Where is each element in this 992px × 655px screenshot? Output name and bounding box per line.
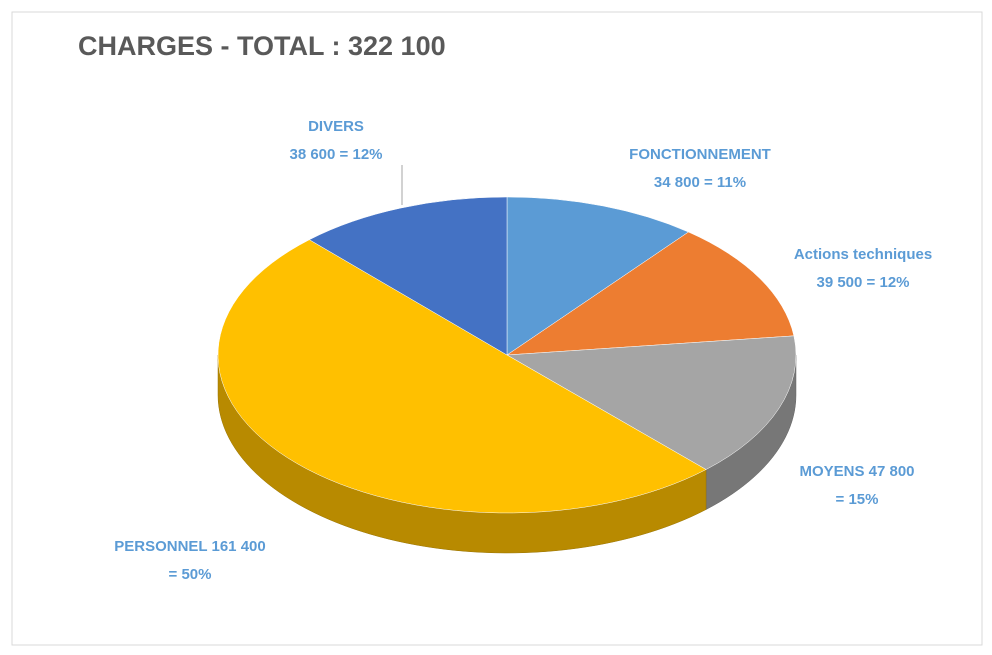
slice bbox=[308, 196, 508, 356]
slice bbox=[506, 231, 795, 356]
percentage-label: = 12% bbox=[340, 146, 383, 163]
legend-label: PERSONNEL bbox=[114, 538, 207, 555]
percentage-label: = 15% bbox=[836, 491, 879, 508]
percentage-label: = 12% bbox=[867, 274, 910, 291]
legend-label: MOYENS bbox=[799, 463, 864, 480]
data-label: FONCTIONNEMENT bbox=[629, 146, 771, 163]
slice bbox=[506, 335, 797, 470]
value-label: 47 800 bbox=[869, 463, 915, 480]
data-label: Actions techniques bbox=[794, 246, 932, 263]
percentage-label: = 50% bbox=[169, 566, 212, 583]
value-label: 161 400 bbox=[212, 538, 266, 555]
data-label: = 15% bbox=[836, 491, 879, 508]
data-label: 38 600 = 12% bbox=[289, 146, 382, 163]
data-label: MOYENS 47 800 bbox=[799, 463, 914, 480]
chart-title: CHARGES - TOTAL : 322 100 bbox=[78, 31, 446, 61]
value-label: 34 800 bbox=[654, 174, 700, 191]
data-label: 39 500 = 12% bbox=[816, 274, 909, 291]
value-label: 38 600 bbox=[289, 146, 335, 163]
legend-label: FONCTIONNEMENT bbox=[629, 146, 771, 163]
data-label: PERSONNEL 161 400 bbox=[114, 538, 265, 555]
data-label: = 50% bbox=[169, 566, 212, 583]
data-label: DIVERS bbox=[308, 118, 364, 135]
slice bbox=[506, 196, 689, 356]
slice bbox=[217, 239, 707, 514]
percentage-label: = 11% bbox=[704, 174, 746, 191]
value-label: 39 500 bbox=[816, 274, 862, 291]
legend-label: DIVERS bbox=[308, 118, 364, 135]
data-label: 34 800 = 11% bbox=[654, 174, 746, 191]
legend-label: Actions techniques bbox=[794, 246, 932, 263]
